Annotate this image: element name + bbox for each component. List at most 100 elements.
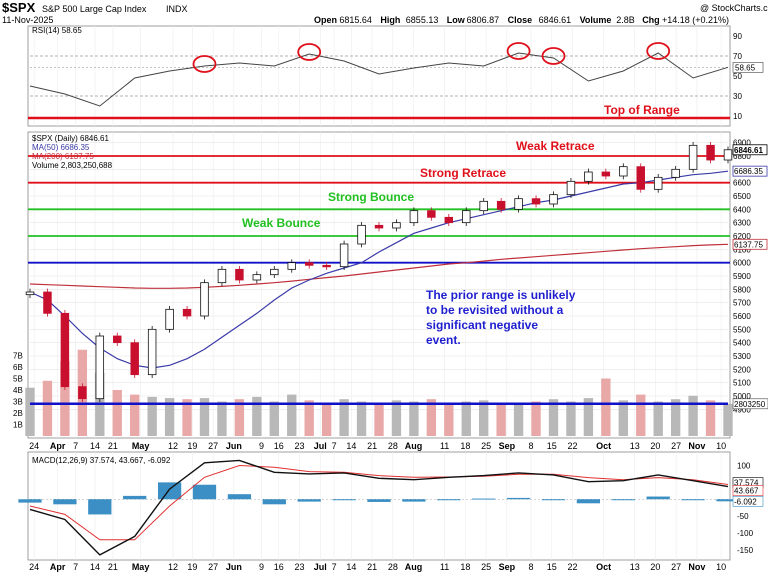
rsi-value-box xyxy=(732,62,764,73)
candle-body xyxy=(252,274,262,281)
ohlc-label-high: High xyxy=(380,15,400,25)
macd-ytick: -150 xyxy=(737,546,754,555)
annotation-weak-retrace: Weak Retrace xyxy=(516,139,595,153)
candle-body xyxy=(392,222,401,229)
volume-value-label: 2803250 xyxy=(734,400,766,409)
volume-bar xyxy=(548,399,559,436)
x-tick-label: 11 xyxy=(440,441,449,451)
ma200-line xyxy=(29,243,729,289)
macd-value-label: 37.574 xyxy=(734,479,759,488)
volume-ytick: 6B xyxy=(13,363,23,372)
x-tick-label: 25 xyxy=(481,441,491,451)
macd-histogram-bar xyxy=(402,499,426,502)
x-tick-label: 15 xyxy=(547,562,557,572)
macd-histogram-bar xyxy=(297,499,321,502)
macd-histogram-bar xyxy=(716,499,740,502)
price-ytick: 6100 xyxy=(733,245,751,254)
price-ytick: 6800 xyxy=(733,152,751,161)
volume-bar xyxy=(321,403,332,436)
macd-label: MACD(12,26,9) 37.574, 43.667, -6.092 xyxy=(32,456,171,465)
x-tick-label: 19 xyxy=(187,441,197,451)
candle-body xyxy=(200,282,209,317)
price-ytick: 6500 xyxy=(733,192,751,201)
candle-body xyxy=(653,176,663,190)
ohlc-label-close: Close xyxy=(508,15,533,25)
candle-body xyxy=(601,171,611,177)
x-tick-label: Aug xyxy=(405,562,423,572)
volume-bar xyxy=(182,399,192,436)
volume-bar xyxy=(339,399,349,436)
x-tick-label: 16 xyxy=(274,562,284,572)
exchange: INDX xyxy=(166,4,188,14)
x-tick-label: 7 xyxy=(332,441,337,451)
volume-ytick: 2B xyxy=(13,409,23,418)
macd-histogram-bar xyxy=(506,497,531,500)
ohlc-value-high: 6855.13 xyxy=(406,15,439,25)
volume-ytick: 4B xyxy=(13,386,23,395)
macd-value-box xyxy=(732,485,764,496)
volume-label: Volume 2,803,250,688 xyxy=(32,161,113,170)
volume-bar xyxy=(601,378,611,436)
price-value-label: 6846.61 xyxy=(734,146,763,155)
volume-bar xyxy=(653,401,663,436)
rsi-overbought-circle xyxy=(506,42,531,60)
volume-bar xyxy=(636,394,646,436)
x-tick-label: 13 xyxy=(630,441,640,451)
rsi-value-label: 58.65 xyxy=(735,63,756,72)
rsi-overbought-circle xyxy=(192,55,217,73)
volume-bar xyxy=(479,400,489,436)
volume-bar xyxy=(356,401,367,436)
macd-histogram-bar xyxy=(472,498,496,500)
volume-bar xyxy=(618,400,628,436)
price-ytick: 5000 xyxy=(733,392,751,401)
ohlc-label-volume: Volume xyxy=(580,15,612,25)
rsi-ytick: 50 xyxy=(733,72,742,81)
candle-body xyxy=(514,198,523,210)
rsi-ytick: 30 xyxy=(733,92,742,101)
price-ytick: 5900 xyxy=(733,272,751,281)
price-value-label: 6686.35 xyxy=(734,167,763,176)
chart-header: $SPX S&P 500 Large Cap Index INDX 11-Nov… xyxy=(2,0,768,25)
x-tick-label: 14 xyxy=(90,441,100,451)
x-tick-label: Jun xyxy=(226,441,242,451)
price-ytick: 5800 xyxy=(733,285,751,294)
macd-histogram-bar xyxy=(53,499,77,505)
candle-body xyxy=(130,342,139,376)
candle-body xyxy=(671,168,680,178)
price-panel xyxy=(27,131,731,439)
volume-bar xyxy=(25,387,35,436)
volume-bar xyxy=(444,402,454,436)
volume-ytick: 1B xyxy=(13,421,23,430)
candle-body xyxy=(444,216,454,224)
annotation-strong-retrace: Strong Retrace xyxy=(420,166,506,180)
candle-body xyxy=(636,166,645,190)
x-tick-label: 18 xyxy=(460,441,470,451)
annotation-strong-bounce: Strong Bounce xyxy=(328,190,414,204)
candle-body xyxy=(147,328,157,376)
price-ytick: 6600 xyxy=(733,179,751,188)
macd-histogram-bar xyxy=(646,496,670,500)
candle-body xyxy=(235,268,244,281)
x-tick-label: 22 xyxy=(567,562,577,572)
macd-panel xyxy=(27,451,731,561)
x-tick-label: 14 xyxy=(346,562,356,572)
x-tick-label: 11 xyxy=(440,562,449,572)
volume-bar xyxy=(287,394,297,436)
volume-ytick: 3B xyxy=(13,398,23,407)
x-tick-label: Jul xyxy=(314,562,327,572)
volume-bar xyxy=(461,401,471,436)
rsi-line xyxy=(29,52,729,107)
candle-body xyxy=(723,149,733,161)
candle-body xyxy=(217,268,227,284)
x-tick-label: 19 xyxy=(187,562,197,572)
volume-value-box xyxy=(732,398,768,410)
x-tick-label: 7 xyxy=(73,441,78,451)
candle-body xyxy=(549,194,558,205)
candle-body xyxy=(357,224,366,245)
volume-bar xyxy=(199,398,210,436)
volume-bar xyxy=(164,398,175,436)
macd-histogram-bar xyxy=(541,499,566,501)
note-line-3: significant negative xyxy=(426,318,538,332)
volume-ytick: 7B xyxy=(13,352,23,361)
